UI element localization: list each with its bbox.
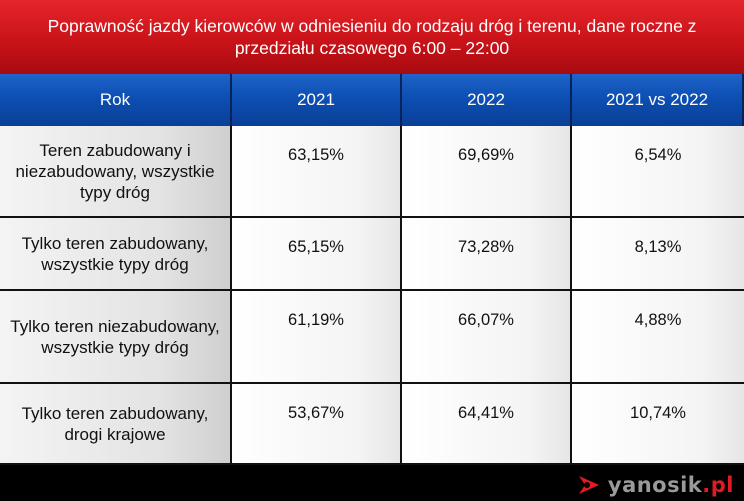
table-cell: 53,67% xyxy=(232,384,402,465)
logo-text: yanosik.pl xyxy=(607,473,734,497)
table-cell: 8,13% xyxy=(572,218,744,291)
table-cell: 65,15% xyxy=(232,218,402,291)
yanosik-logo: yanosik.pl xyxy=(576,471,734,499)
table-cell: 64,41% xyxy=(402,384,572,465)
column-header-2021: 2021 xyxy=(232,74,402,126)
table-cell: 63,15% xyxy=(232,126,402,218)
data-table: Rok 2021 2022 2021 vs 2022 Teren zabudow… xyxy=(0,74,744,465)
column-header-rok: Rok xyxy=(0,74,232,126)
row-label: Teren zabudowany i niezabudowany, wszyst… xyxy=(0,126,232,218)
column-header-2022: 2022 xyxy=(402,74,572,126)
row-label: Tylko teren niezabudowany, wszystkie typ… xyxy=(0,291,232,384)
table-title: Poprawność jazdy kierowców w odniesieniu… xyxy=(0,0,744,74)
bottom-strip xyxy=(0,465,744,501)
table-cell: 61,19% xyxy=(232,291,402,384)
table-cell: 73,28% xyxy=(402,218,572,291)
table-cell: 10,74% xyxy=(572,384,744,465)
table-cell: 69,69% xyxy=(402,126,572,218)
yanosik-logo-icon xyxy=(578,476,599,494)
table-cell: 66,07% xyxy=(402,291,572,384)
row-label: Tylko teren zabudowany, wszystkie typy d… xyxy=(0,218,232,291)
row-label: Tylko teren zabudowany, drogi krajowe xyxy=(0,384,232,465)
table-cell: 6,54% xyxy=(572,126,744,218)
table-cell: 4,88% xyxy=(572,291,744,384)
column-header-comparison: 2021 vs 2022 xyxy=(572,74,744,126)
